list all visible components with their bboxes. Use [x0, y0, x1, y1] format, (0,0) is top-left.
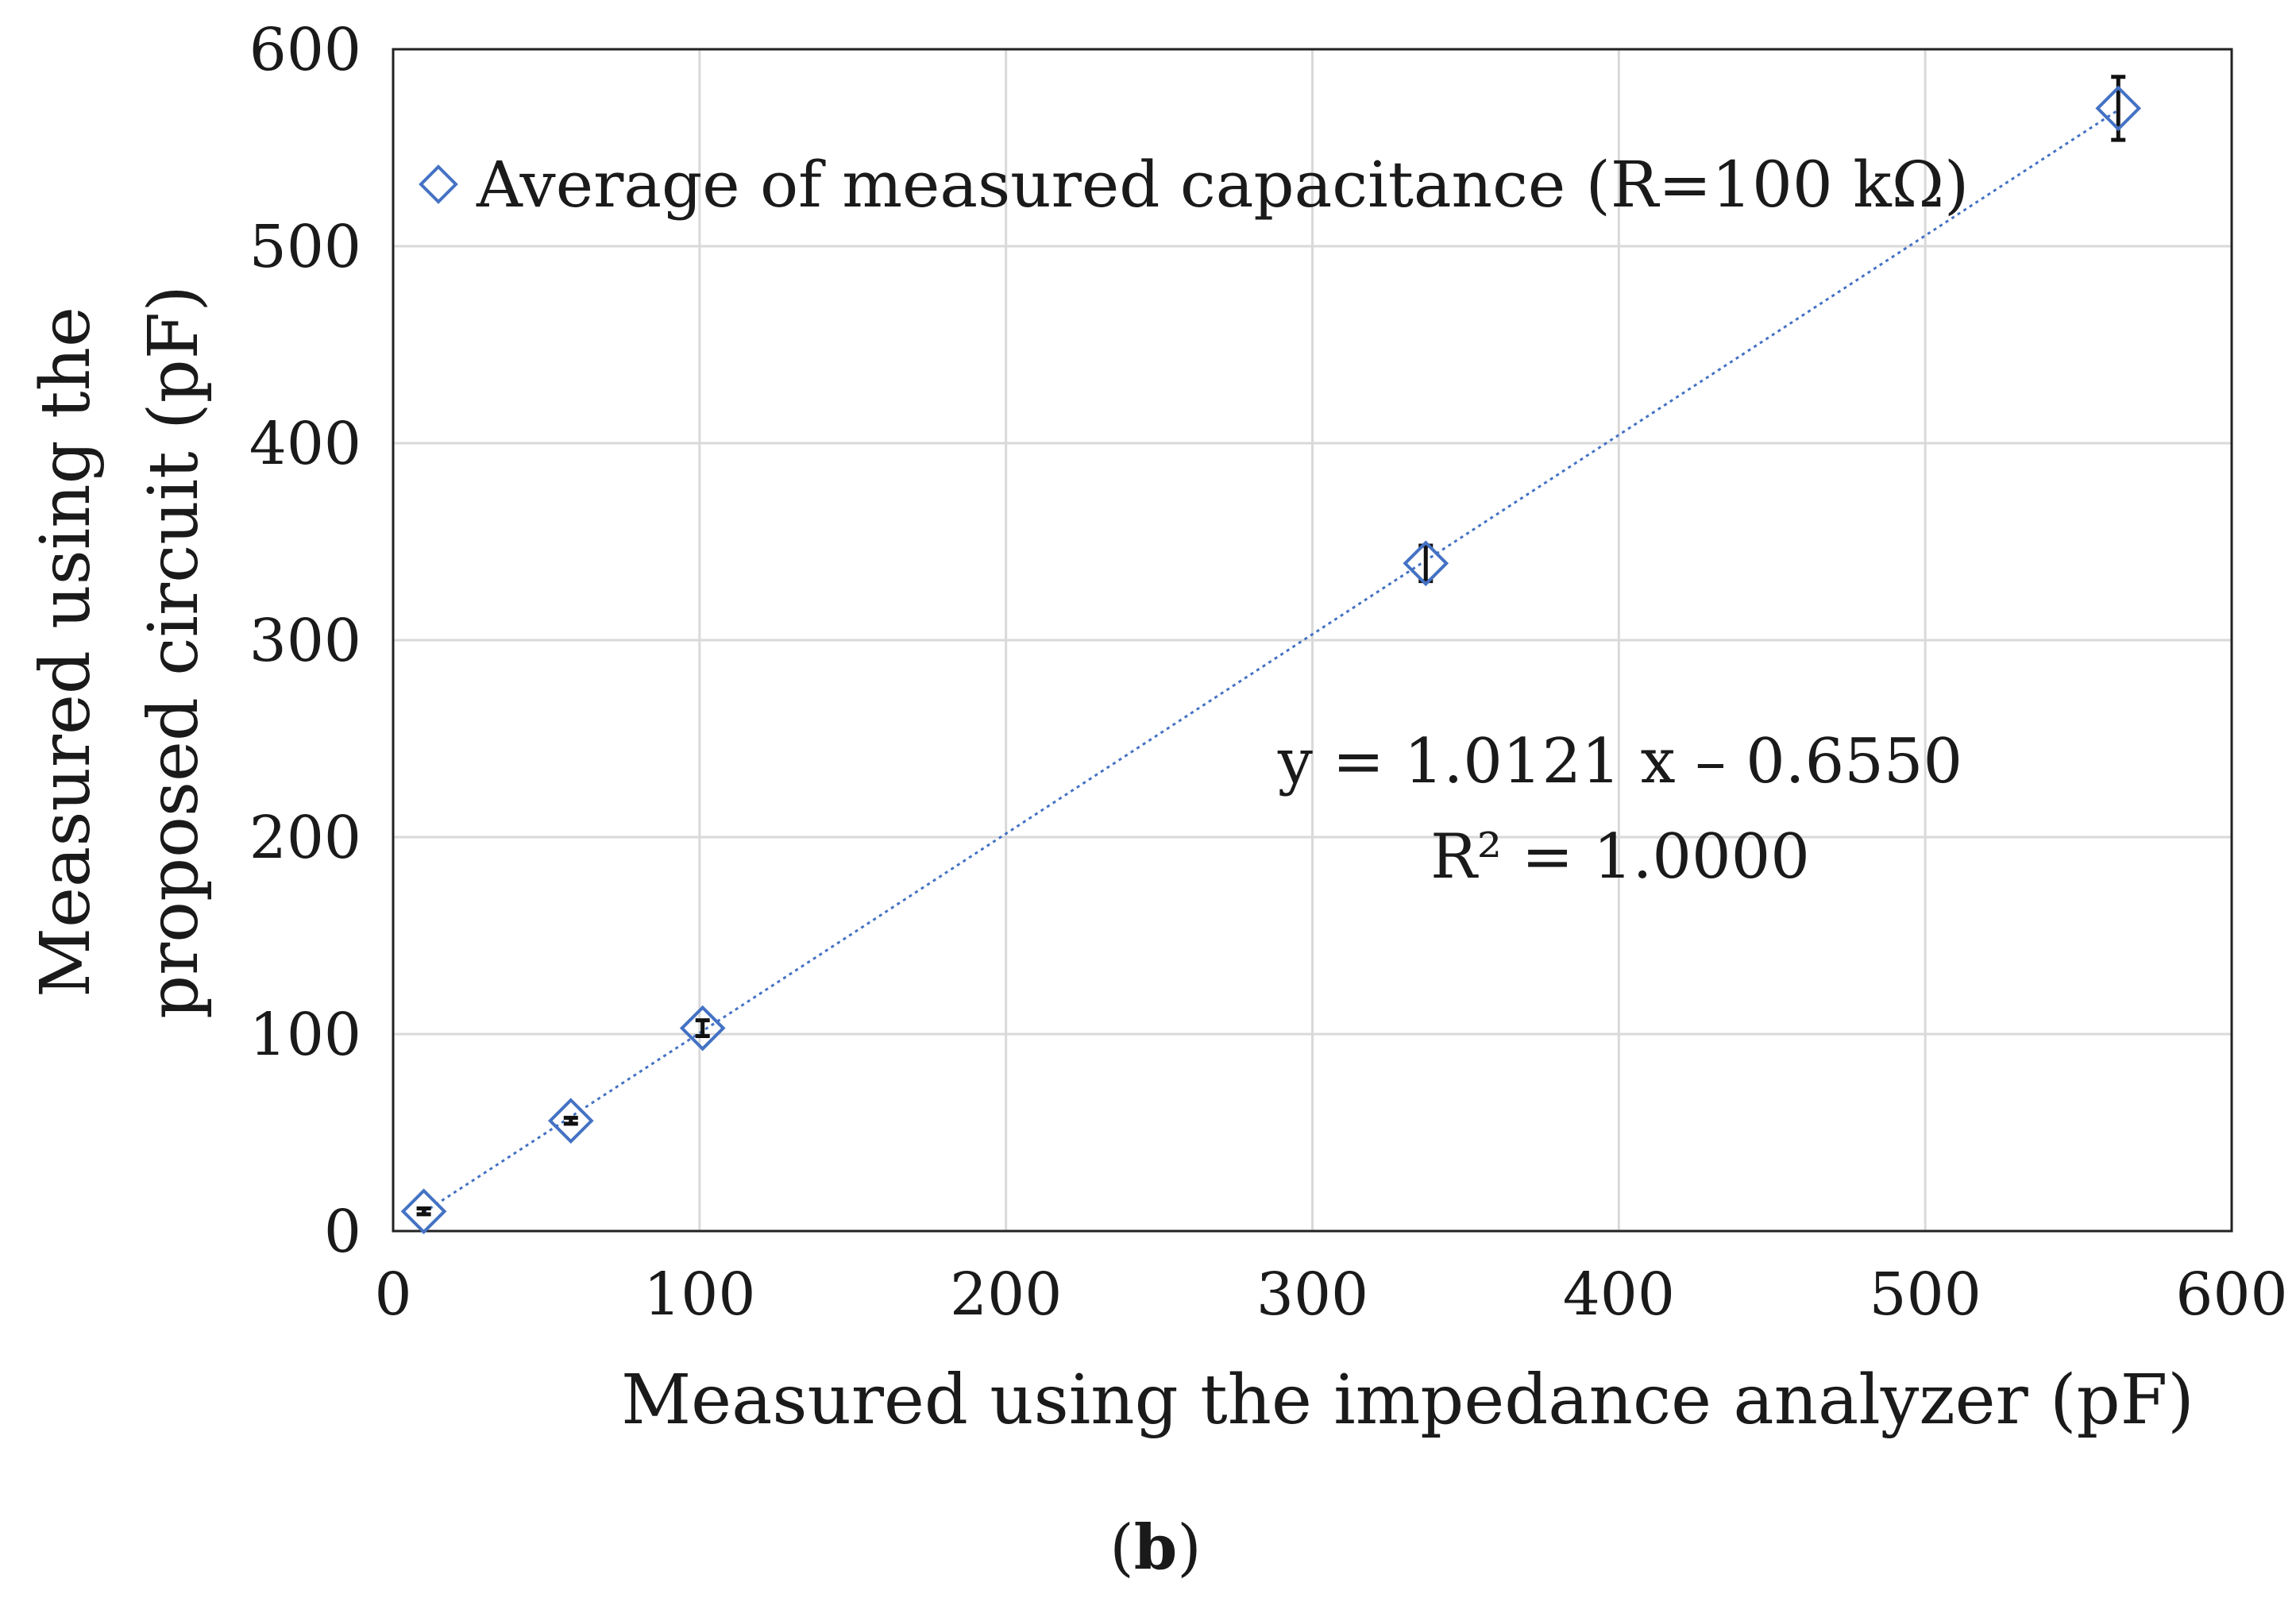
error-bars [416, 75, 2126, 1217]
y-axis-title: Measured using the proposed circuit (pF) [26, 285, 214, 1019]
y-axis-title-line-2: proposed circuit (pF) [134, 285, 214, 1019]
legend-label: Average of measured capacitance (R=100 k… [476, 148, 1969, 222]
data-point [1403, 540, 1449, 587]
legend: Average of measured capacitance (R=100 k… [419, 148, 1969, 222]
trendline-group [423, 109, 2120, 1214]
panel-label-open-paren: ( [1109, 1512, 1133, 1584]
plot-area-frame [392, 48, 2233, 1233]
x-tick-label: 200 [950, 1260, 1062, 1329]
x-tick-label: 400 [1563, 1260, 1675, 1329]
y-axis-title-line-1: Measured using the [26, 307, 106, 998]
data-point [400, 1188, 447, 1235]
y-tick-label: 300 [249, 607, 361, 675]
trendline-r-squared: R² = 1.0000 [1430, 821, 1810, 893]
data-point [2095, 85, 2142, 132]
gridlines [392, 48, 2233, 1233]
panel-label: (b) [1109, 1511, 1201, 1584]
data-points [400, 85, 2142, 1235]
panel-label-letter: b [1134, 1511, 1178, 1584]
x-tick-label: 300 [1256, 1260, 1368, 1329]
y-tick-label: 400 [249, 410, 361, 478]
axis-ticks: 0 100 200 300 400 500 600 0 100 200 300 400 500 600 [249, 16, 2288, 1329]
y-tick-label: 600 [249, 16, 361, 84]
x-tick-label: 100 [643, 1260, 755, 1329]
x-tick-label: 0 [374, 1260, 411, 1329]
y-tick-label: 100 [249, 1001, 361, 1069]
data-point [547, 1098, 594, 1144]
y-tick-label: 200 [249, 804, 361, 872]
trendline [423, 109, 2120, 1214]
trendline-equation: y = 1.0121 x – 0.6550 [1277, 726, 1962, 797]
x-axis-title: Measured using the impedance analyzer (p… [621, 1361, 2194, 1440]
y-tick-label: 500 [249, 213, 361, 281]
x-tick-label: 500 [1870, 1260, 1982, 1329]
panel-label-close-paren: ) [1177, 1512, 1201, 1584]
data-point [679, 1005, 726, 1052]
legend-diamond-icon [419, 164, 458, 204]
y-tick-label: 0 [324, 1198, 361, 1266]
x-tick-label: 600 [2175, 1260, 2287, 1329]
